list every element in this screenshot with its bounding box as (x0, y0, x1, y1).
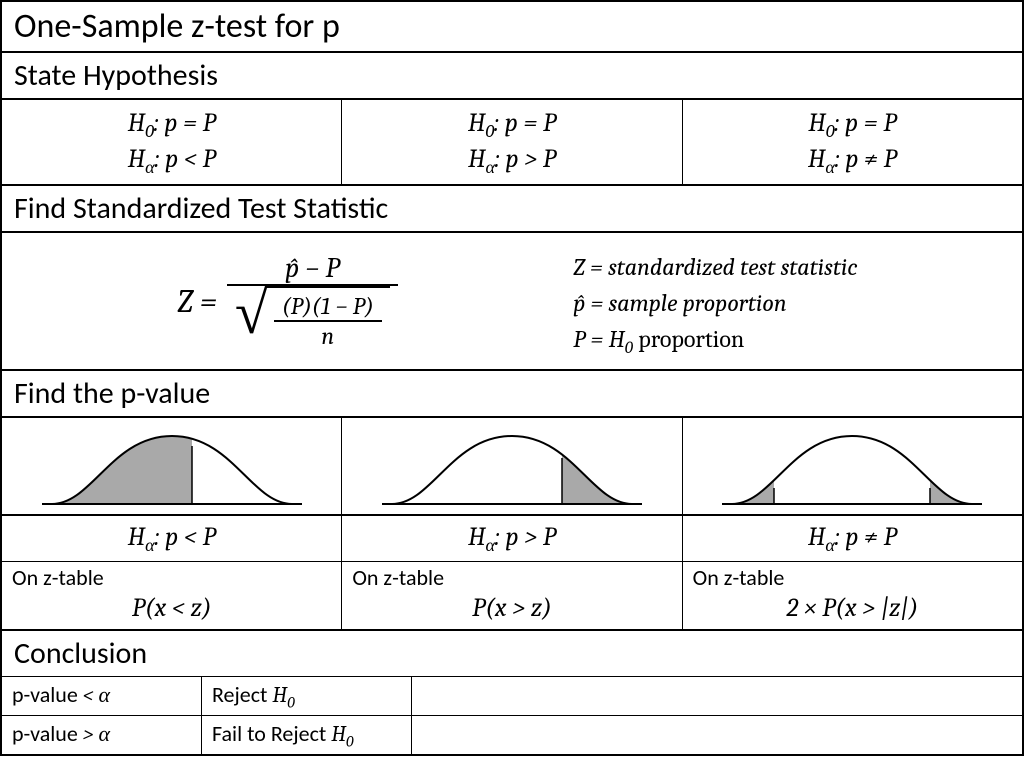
legend-p-suffix: proportion (633, 325, 744, 353)
formula-row: Z = p̂ − P √ (P)(1 − P) n (2, 233, 1022, 371)
normal-curve-left-icon (32, 424, 312, 514)
section-hypothesis-header: State Hypothesis (2, 53, 1022, 100)
ztable-left: On z-table P(x < z) (2, 562, 342, 629)
formula-denominator: √ (P)(1 − P) n (227, 286, 398, 350)
radical-icon: √ (235, 286, 268, 350)
conclusion-table: p-value < α Reject H0 p-value > α Fail t… (2, 677, 1022, 755)
formula-inner-den: n (313, 322, 342, 350)
ztable-two-expr: 2 × P(x > |z|) (693, 593, 1012, 623)
ztable-left-expr: P(x < z) (12, 593, 331, 623)
section-conclusion-header: Conclusion (2, 631, 1022, 677)
curves-row (2, 418, 1022, 516)
hypothesis-center: H0: p = P Hα: p > P (342, 100, 682, 184)
legend-z: Z = standardized test statistic (573, 253, 858, 281)
ha-right: Hα: p ≠ P (683, 516, 1022, 560)
ztable-right: On z-table 2 × P(x > |z|) (683, 562, 1022, 629)
table-title: One-Sample z-test for p (2, 2, 1022, 53)
ha-center: Hα: p > P (342, 516, 682, 560)
formula-legend: Z = standardized test statistic p̂ = sam… (573, 241, 1022, 361)
ha-sub: α (145, 157, 155, 178)
formula-numerator: p̂ − P (277, 252, 348, 284)
normal-curve-two-icon (712, 424, 992, 514)
conclusion-row-reject: p-value < α Reject H0 (2, 677, 1022, 716)
ztable-label: On z-table (12, 564, 331, 591)
curve-two-tail (683, 418, 1022, 514)
ha-lt: : p < P (155, 144, 216, 174)
ztest-table: One-Sample z-test for p State Hypothesis… (0, 0, 1024, 756)
h-label: H (128, 108, 146, 138)
conclusion-cond-2: p-value > α (2, 716, 202, 754)
formula-lhs: Z = (177, 283, 217, 320)
ha-gt: : p > P (495, 144, 556, 174)
h-sub: 0 (145, 121, 154, 142)
formula-expression: Z = p̂ − P √ (P)(1 − P) n (2, 241, 573, 361)
curve-right-tail (342, 418, 682, 514)
hypothesis-row: H0: p = P Hα: p < P H0: p = P Hα: p > P … (2, 100, 1022, 186)
formula-inner-num: (P)(1 − P) (274, 292, 382, 320)
legend-phat: p̂ = sample proportion (573, 289, 786, 317)
conclusion-action-1: Reject H0 (202, 677, 412, 715)
ha-ne: : p ≠ P (835, 144, 897, 174)
section-pvalue-header: Find the p-value (2, 371, 1022, 418)
hypothesis-left: H0: p = P Hα: p < P (2, 100, 342, 184)
ztable-center: On z-table P(x > z) (342, 562, 682, 629)
conclusion-cond-1: p-value < α (2, 677, 202, 715)
ztable-right-expr: P(x > z) (352, 593, 671, 623)
ha-row: Hα: p < P Hα: p > P Hα: p ≠ P (2, 516, 1022, 561)
ztable-row: On z-table P(x < z) On z-table P(x > z) … (2, 562, 1022, 631)
hypothesis-right: H0: p = P Hα: p ≠ P (683, 100, 1022, 184)
section-statistic-header: Find Standardized Test Statistic (2, 186, 1022, 233)
ha-left: Hα: p < P (2, 516, 342, 560)
conclusion-action-2: Fail to Reject H0 (202, 716, 412, 754)
formula-fraction: p̂ − P √ (P)(1 − P) n (227, 252, 398, 350)
legend-p-prefix: P = (573, 325, 608, 353)
curve-left-tail (2, 418, 342, 514)
ha-label: H (128, 144, 146, 174)
normal-curve-right-icon (372, 424, 652, 514)
h-eq: : p = P (154, 108, 216, 138)
conclusion-row-fail: p-value > α Fail to Reject H0 (2, 716, 1022, 754)
